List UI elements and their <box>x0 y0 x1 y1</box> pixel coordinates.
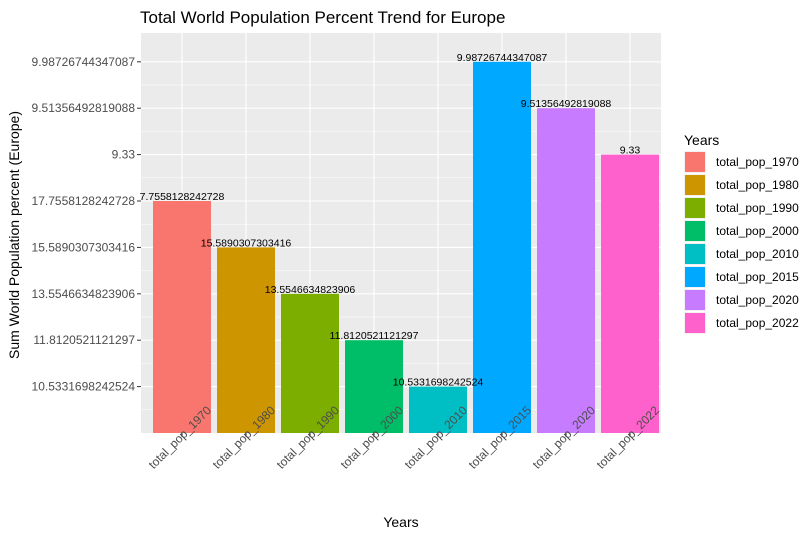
legend-entry-label: total_pop_2015 <box>716 270 799 284</box>
bar-total_pop_2022 <box>601 154 659 433</box>
bar-value-label: 15.5890307303416 <box>201 237 292 249</box>
y-tick-label: 13.5546634823906 <box>32 287 136 301</box>
legend-swatch <box>685 244 705 264</box>
bar-value-label: 10.5331698242524 <box>393 377 484 389</box>
legend-entry-label: total_pop_2000 <box>716 224 799 238</box>
y-axis-title: Sum World Population percent (Europe) <box>6 111 22 359</box>
legend-swatch <box>685 198 705 218</box>
bar-value-label: 13.5546634823906 <box>265 284 356 296</box>
bar-total_pop_1980 <box>217 247 275 433</box>
legend-title: Years <box>684 132 719 148</box>
y-tick-label: 10.5331698242524 <box>32 380 136 394</box>
legend-swatch <box>685 267 705 287</box>
legend-entry-label: total_pop_2020 <box>716 293 799 307</box>
legend-swatch <box>685 290 705 310</box>
bar-total_pop_2015 <box>473 61 531 434</box>
bar-total_pop_2020 <box>537 108 595 433</box>
bar-value-labels: 7.7558128242728 15.5890307303416 13.554663… <box>140 52 641 389</box>
legend-swatch <box>685 152 705 172</box>
legend-swatch <box>685 313 705 333</box>
legend-swatch <box>685 221 705 241</box>
y-tick-label: 9.33 <box>112 148 136 162</box>
y-axis: 10.5331698242524 11.8120521121297 13.55466… <box>32 55 141 394</box>
bar-value-label: 11.8120521121297 <box>330 330 419 342</box>
bar-total_pop_1990 <box>281 293 339 433</box>
y-tick-label: 17.7558128242728 <box>32 194 136 208</box>
legend-entry-label: total_pop_1980 <box>716 178 799 192</box>
bar-total_pop_1970 <box>153 201 211 433</box>
legend: Years total_pop_1970 total_pop_1980 total_… <box>684 132 799 334</box>
legend-entry-label: total_pop_2010 <box>716 247 799 261</box>
bar-total_pop_2000 <box>345 340 403 433</box>
bar-total_pop_2010 <box>409 386 467 433</box>
bar-value-label: 9.98726744347087 <box>457 52 548 64</box>
y-tick-label: 15.5890307303416 <box>32 240 136 254</box>
legend-entry-label: total_pop_1990 <box>716 201 799 215</box>
legend-entry-label: total_pop_1970 <box>716 155 799 169</box>
legend-entry-label: total_pop_2022 <box>716 316 799 330</box>
chart-title: Total World Population Percent Trend for… <box>140 8 505 27</box>
legend-swatch <box>685 175 705 195</box>
bar-value-label: 7.7558128242728 <box>140 191 225 203</box>
x-axis-title: Years <box>383 514 418 530</box>
y-tick-label: 11.8120521121297 <box>33 333 135 347</box>
y-tick-label: 9.98726744347087 <box>32 55 136 69</box>
bar-value-label: 9.51356492819088 <box>521 98 612 110</box>
bars <box>153 61 659 434</box>
y-tick-label: 9.51356492819088 <box>32 101 136 115</box>
bar-value-label: 9.33 <box>620 145 641 157</box>
